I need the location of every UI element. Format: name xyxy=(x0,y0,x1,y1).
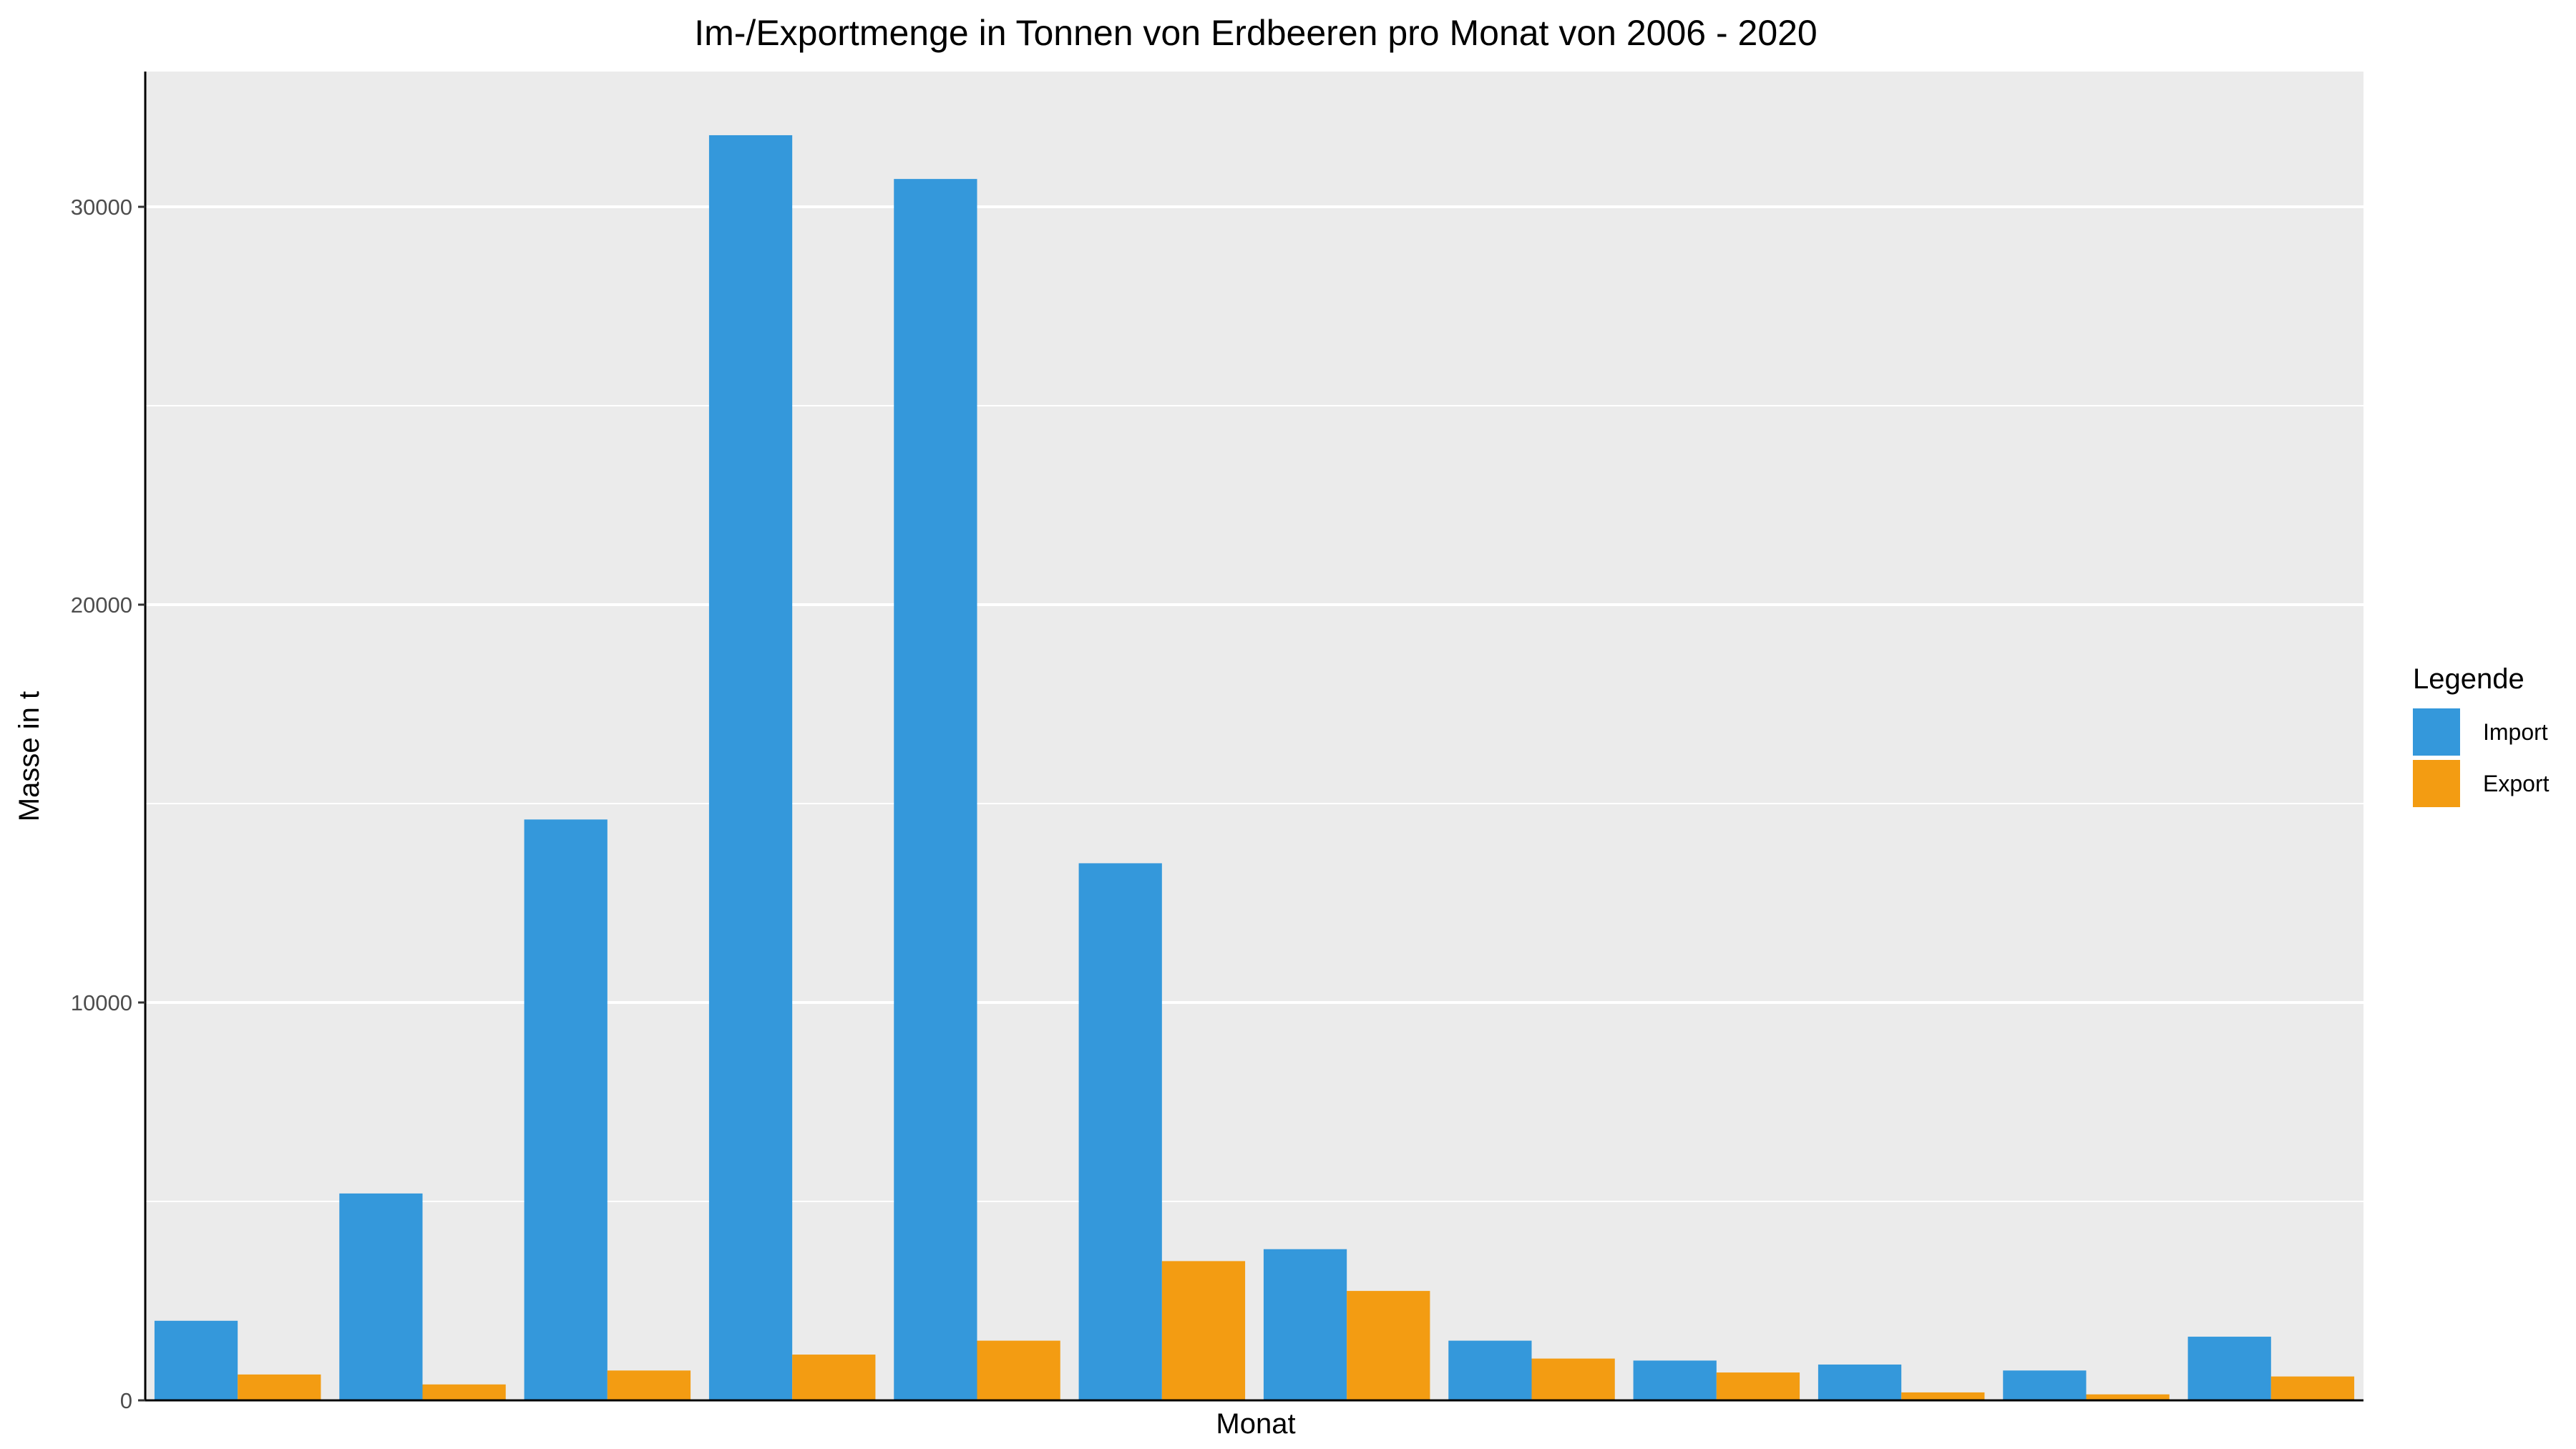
legend: Legende Import Export xyxy=(2413,663,2550,807)
legend-label-export: Export xyxy=(2483,771,2550,796)
x-axis-title: Monat xyxy=(1216,1408,1295,1440)
axes xyxy=(144,72,2363,1402)
bar-import-10 xyxy=(1818,1364,1902,1400)
bars xyxy=(154,135,2355,1401)
bar-import-6 xyxy=(1078,863,1162,1400)
legend-title: Legende xyxy=(2413,663,2524,695)
bar-import-5 xyxy=(894,179,977,1401)
y-axis-ticks: 0 10000 20000 30000 xyxy=(71,195,145,1413)
bar-export-5 xyxy=(977,1340,1060,1400)
y-tick-label: 30000 xyxy=(71,195,132,220)
legend-key-import xyxy=(2413,708,2460,756)
plot-panel xyxy=(145,72,2363,1400)
bar-export-7 xyxy=(1347,1291,1430,1400)
bar-export-6 xyxy=(1161,1261,1246,1400)
bar-export-1 xyxy=(238,1374,321,1400)
bar-export-12 xyxy=(2270,1376,2355,1400)
bar-import-2 xyxy=(339,1193,423,1400)
bar-import-9 xyxy=(1633,1360,1717,1400)
bar-export-3 xyxy=(607,1370,691,1400)
y-tick-label: 20000 xyxy=(71,592,132,618)
bar-import-3 xyxy=(524,819,608,1400)
legend-label-import: Import xyxy=(2483,719,2548,745)
chart-title: Im-/Exportmenge in Tonnen von Erdbeeren … xyxy=(694,13,1818,53)
bar-export-4 xyxy=(792,1355,876,1400)
bar-export-2 xyxy=(422,1384,506,1400)
bar-import-11 xyxy=(2003,1370,2087,1400)
legend-key-export xyxy=(2413,760,2460,807)
bar-export-10 xyxy=(1901,1392,1985,1400)
bar-import-8 xyxy=(1448,1340,1532,1400)
y-tick-label: 0 xyxy=(120,1388,132,1413)
bar-export-11 xyxy=(2086,1394,2170,1400)
bar-import-7 xyxy=(1263,1249,1347,1400)
bar-export-9 xyxy=(1716,1372,1800,1400)
bar-import-12 xyxy=(2187,1337,2271,1400)
bar-export-8 xyxy=(1531,1358,1615,1400)
bar-import-1 xyxy=(154,1320,238,1400)
y-tick-label: 10000 xyxy=(71,990,132,1015)
y-axis-title: Masse in t xyxy=(14,691,45,821)
bar-import-4 xyxy=(708,135,793,1400)
